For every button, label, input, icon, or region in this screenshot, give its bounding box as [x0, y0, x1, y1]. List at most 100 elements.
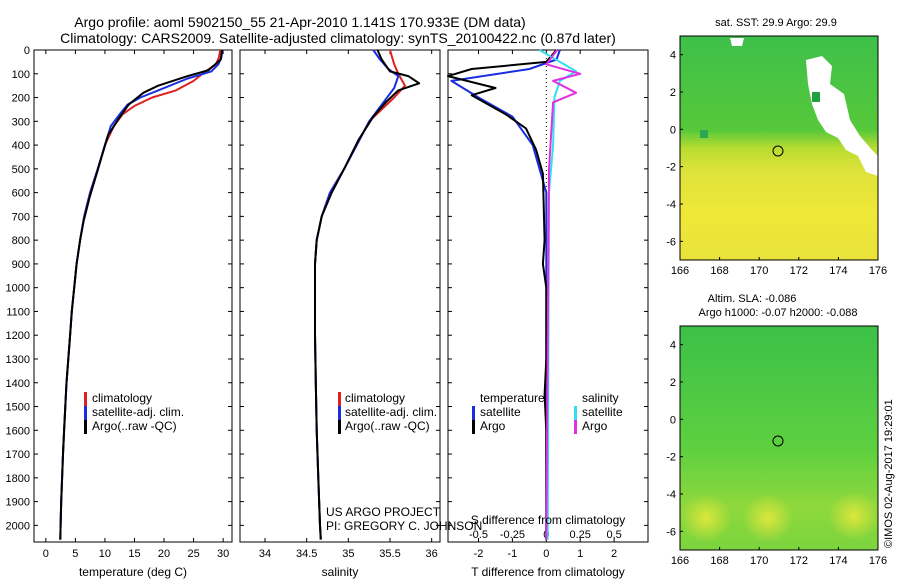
y-tick-label: 1200 [6, 330, 30, 342]
x-tick-label: 35 [342, 548, 354, 560]
x-tick-label: 30 [217, 548, 229, 560]
temperature-ticks: 0100200300400500600700800900100011001200… [6, 45, 232, 560]
x-tick-label: 20 [158, 548, 170, 560]
map-y-tick-label: 0 [670, 124, 676, 136]
x-tick-label: -1 [508, 548, 518, 560]
series-line-climatology [59, 49, 222, 540]
sst-warm-cell [700, 130, 708, 138]
legend-swatch-climatology [338, 392, 341, 406]
s-tick-label: -0.25 [500, 529, 525, 541]
y-tick-label: 1800 [6, 473, 30, 485]
legend-swatch-argo [338, 420, 341, 434]
pi-label: PI: GREGORY C. JOHNSON [326, 519, 482, 533]
difference-legend: temperature salinity satellite Argo sate… [472, 391, 623, 434]
temperature-legend: climatology satellite-adj. clim. Argo(..… [84, 391, 184, 434]
x-tick-label: 35.5 [379, 548, 400, 560]
y-tick-label: 1500 [6, 402, 30, 414]
x-tick-label: 0 [543, 548, 549, 560]
sst-map-panel: sat. SST: 29.9 Argo: 29.9 166 168 170 172 17… [666, 17, 887, 277]
project-label: US ARGO PROJECT [326, 505, 441, 519]
sst-warm-cell [812, 92, 820, 102]
x-tick-label: 25 [187, 548, 199, 560]
x-tick-label: 0 [43, 548, 49, 560]
y-tick-label: 800 [12, 235, 30, 247]
temperature-panel: 0100200300400500600700800900100011001200… [6, 45, 233, 579]
map-y-tick-label: -4 [666, 489, 676, 501]
legend-label-climatology: climatology [92, 391, 152, 405]
map-y-tick-label: 4 [670, 340, 676, 352]
sla-map-title-1: Altim. SLA: -0.086 [708, 293, 797, 305]
series-line-satellite-adj-clim [314, 49, 400, 540]
sst-map-frame [679, 35, 879, 261]
map-y-tick-label: -2 [666, 162, 676, 174]
y-tick-label: 2000 [6, 520, 30, 532]
map-x-tick-label: 172 [790, 265, 808, 277]
legend-label-t-satellite: satellite [480, 405, 521, 419]
legend-swatch-s-argo [574, 420, 577, 434]
y-tick-label: 900 [12, 259, 30, 271]
legend-label-t-argo: Argo [480, 419, 506, 433]
x-tick-label: 34 [259, 548, 271, 560]
salinity-legend: climatology satellite-adj. clim. Argo(..… [338, 391, 437, 434]
series-line-t-satellite [450, 49, 561, 540]
sla-map-frame [679, 325, 879, 551]
x-tick-label: -2 [474, 548, 484, 560]
legend-swatch-argo [84, 420, 87, 434]
y-tick-label: 1600 [6, 425, 30, 437]
map-y-tick-label: -6 [666, 236, 676, 248]
legend-header-salinity: salinity [582, 391, 619, 405]
map-x-tick-label: 176 [869, 265, 887, 277]
s-difference-label: S difference from climatology [471, 513, 626, 527]
salinity-ticks: 34 34.5 35 35.5 36 [240, 49, 440, 560]
y-tick-label: 1100 [6, 306, 30, 318]
y-tick-label: 600 [12, 188, 30, 200]
map-x-tick-label: 170 [750, 265, 768, 277]
sst-argo-marker [772, 145, 784, 157]
series-line-satellite-adj-clim [59, 49, 224, 540]
y-tick-label: 1700 [6, 449, 30, 461]
sst-missing-data-area [806, 56, 878, 176]
map-x-tick-label: 166 [671, 555, 689, 567]
sst-map-ticks: 166 168 170 172 174 176 -6 -4 -2 0 2 4 [666, 50, 887, 277]
series-line-argo-raw-qc [314, 49, 421, 540]
s-tick-label: -0.5 [469, 529, 488, 541]
map-y-tick-label: 2 [670, 87, 676, 99]
salinity-panel: 34 34.5 35 35.5 36 climatology satellite-adj… [239, 49, 482, 579]
map-y-tick-label: -6 [666, 526, 676, 538]
temperature-axes-frame [33, 49, 233, 543]
x-tick-label: 1 [577, 548, 583, 560]
x-tick-label: 36 [426, 548, 438, 560]
s-tick-label: 0.25 [569, 529, 590, 541]
x-tick-label: 34.5 [296, 548, 317, 560]
map-y-tick-label: -4 [666, 199, 676, 211]
map-x-tick-label: 166 [671, 265, 689, 277]
map-x-tick-label: 174 [829, 555, 847, 567]
series-line-climatology [314, 49, 406, 540]
y-tick-label: 400 [12, 140, 30, 152]
legend-swatch-satellite [338, 406, 341, 420]
y-tick-label: 300 [12, 116, 30, 128]
difference-axes-frame [447, 49, 649, 543]
y-tick-label: 100 [12, 69, 30, 81]
map-y-tick-label: 2 [670, 377, 676, 389]
legend-swatch-satellite [84, 406, 87, 420]
map-x-tick-label: 176 [869, 555, 887, 567]
sla-high-blob [828, 492, 880, 540]
legend-label-s-satellite: satellite [582, 405, 623, 419]
salinity-lines [314, 49, 421, 540]
map-x-tick-label: 170 [750, 555, 768, 567]
legend-swatch-s-satellite [574, 406, 577, 420]
y-tick-label: 500 [12, 164, 30, 176]
legend-swatch-t-argo [472, 420, 475, 434]
sla-high-blob [742, 494, 794, 542]
y-tick-label: 1900 [6, 497, 30, 509]
imos-credit: ©IMOS 02-Aug-2017 19:29:01 [883, 399, 895, 548]
y-tick-label: 1000 [6, 283, 30, 295]
legend-label-argo: Argo(..raw -QC) [345, 419, 430, 433]
map-y-tick-label: 4 [670, 50, 676, 62]
series-line-argo-raw-qc [59, 49, 223, 540]
sla-high-blob [680, 494, 732, 542]
sla-field [679, 325, 880, 551]
